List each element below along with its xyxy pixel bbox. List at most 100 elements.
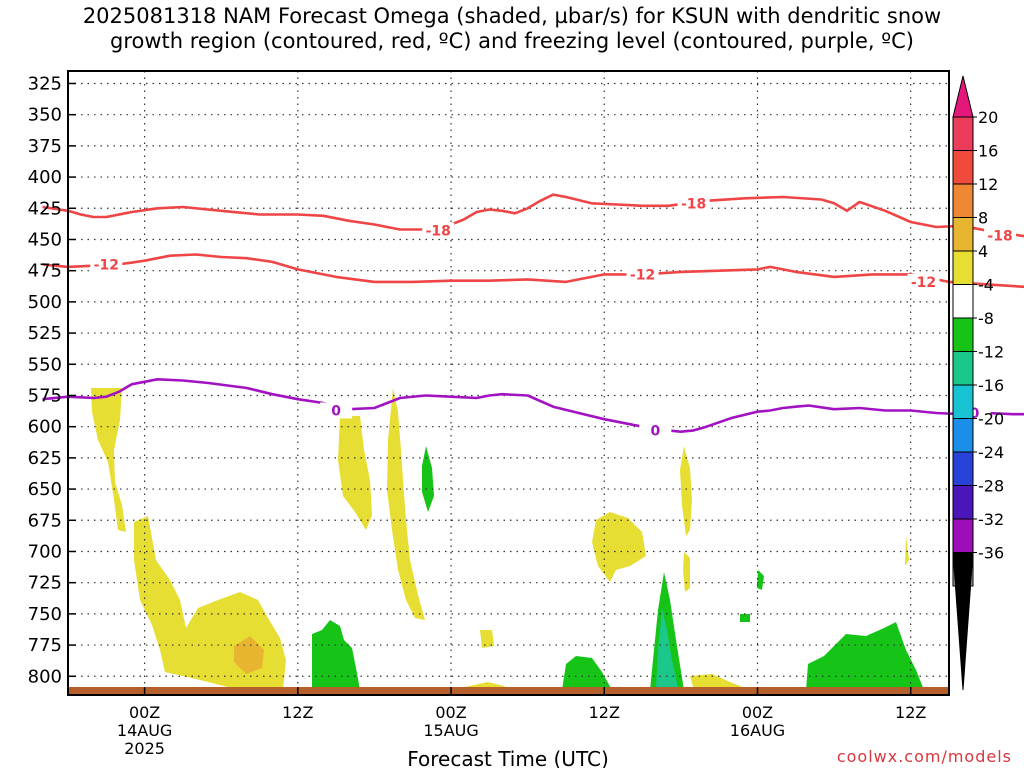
colorbar-label: -24: [978, 443, 1004, 462]
omega-region-yellow-1: [91, 388, 126, 532]
colorbar-label: -8: [978, 309, 994, 328]
y-tick-label: 600: [28, 417, 62, 438]
colorbar-swatch: [952, 418, 974, 453]
colorbar-swatch: [952, 317, 974, 352]
contour-label: -12: [94, 257, 119, 273]
contour-label-bg: [626, 266, 659, 283]
omega-region-teal-1: [656, 608, 678, 688]
omega-region-yellow-10: [690, 674, 750, 690]
y-tick-label: 575: [28, 385, 62, 406]
y-axis: 325 350 375 400 425 450 475 500 525 550 575 600 625 6…: [28, 73, 76, 687]
y-tick-label: 350: [28, 105, 62, 126]
y-tick-label: 775: [28, 635, 62, 656]
contour-label: 0: [650, 423, 660, 439]
contour-label-bg: [984, 227, 1017, 244]
x-axis: 00Z14AUG202512Z00Z15AUG12Z00Z16AUG12Z00Z…: [117, 687, 926, 758]
x-tick-year: 2025: [124, 739, 165, 758]
contour-label: -18: [987, 229, 1012, 245]
colorbar-label: -4: [978, 276, 994, 295]
colorbar-label: 4: [978, 242, 988, 261]
y-tick-label: 750: [28, 604, 62, 625]
contour-label: -12: [911, 275, 936, 291]
y-tick-label: 800: [28, 666, 62, 687]
colorbar-swatch: [952, 217, 974, 252]
omega-region-green-6: [740, 614, 750, 622]
colorbar-swatch: [952, 485, 974, 520]
chart-title: 2025081318 NAM Forecast Omega (shaded, µ…: [0, 4, 1024, 54]
colorbar-top-arrow: [952, 75, 974, 118]
contour-label: -12: [630, 267, 655, 283]
x-tick-label: 12Z: [589, 703, 620, 722]
y-tick-label: 400: [28, 167, 62, 188]
omega-shading: [91, 388, 924, 690]
y-tick-label: 700: [28, 541, 62, 562]
colorbar-swatch: [952, 351, 974, 386]
omega-region-green-2: [422, 446, 434, 512]
x-tick-label: 12Z: [282, 703, 313, 722]
grid-lines: [68, 71, 949, 695]
y-tick-label: 425: [28, 198, 62, 219]
contour-label: -18: [426, 224, 451, 240]
contour-label-bg: [320, 402, 353, 419]
contour-label: -18: [681, 196, 706, 212]
contour-line: [42, 378, 1024, 433]
contour-label-bg: [422, 222, 455, 239]
colorbar-label: 16: [978, 142, 998, 161]
colorbar-swatch: [952, 183, 974, 218]
x-tick-date: 14AUG: [117, 721, 172, 740]
y-tick-label: 450: [28, 229, 62, 250]
x-tick-date: 15AUG: [423, 721, 478, 740]
colorbar-label: 20: [978, 108, 998, 127]
colorbar-label: -36: [978, 544, 1004, 563]
credit-text: coolwx.com/models: [836, 747, 1012, 766]
y-tick-label: 500: [28, 292, 62, 313]
colorbar-label: -16: [978, 376, 1004, 395]
terrain-surface: [68, 687, 949, 695]
y-tick-label: 625: [28, 448, 62, 469]
y-tick-label: 725: [28, 573, 62, 594]
colorbar-swatch: [952, 518, 974, 553]
x-tick-date: 16AUG: [730, 721, 785, 740]
y-tick-label: 475: [28, 261, 62, 282]
x-tick-label: 00Z: [742, 703, 773, 722]
x-tick-label: 00Z: [435, 703, 466, 722]
y-tick-label: 375: [28, 136, 62, 157]
contour-label-bg: [90, 256, 123, 273]
omega-region-green-3: [562, 656, 612, 690]
colorbar-label: -32: [978, 510, 1004, 529]
y-tick-label: 525: [28, 323, 62, 344]
x-tick-label: 12Z: [895, 703, 926, 722]
omega-region-yellow-7: [683, 552, 690, 592]
omega-region-yellow-4: [387, 388, 425, 620]
omega-region-yellow-3: [338, 416, 372, 530]
colorbar-label: 12: [978, 175, 998, 194]
omega-region-green-1: [312, 620, 360, 690]
colorbar-swatch: [952, 116, 974, 151]
chart-title-line1: 2025081318 NAM Forecast Omega (shaded, µ…: [82, 4, 942, 28]
colorbar-label: -28: [978, 477, 1004, 496]
contour-label-bg: [639, 422, 672, 439]
colorbar-swatch: [952, 250, 974, 285]
contour-label-bg: [907, 273, 940, 290]
colorbar-bottom-arrow: [952, 552, 974, 691]
y-tick-label: 675: [28, 510, 62, 531]
y-tick-label: 325: [28, 73, 62, 94]
colorbar-label: -20: [978, 410, 1004, 429]
colorbar-swatch: [952, 451, 974, 486]
y-tick-label: 650: [28, 479, 62, 500]
contour-lines: -18 -18 -18 -12 -12 -12 0 0 0: [42, 193, 1024, 439]
omega-region-yellow-6: [680, 446, 692, 536]
plot-frame: [67, 70, 950, 696]
colorbar-label: 8: [978, 209, 988, 228]
colorbar-label: -12: [978, 343, 1004, 362]
omega-region-yellow-8: [480, 630, 494, 648]
contour-label: 0: [331, 403, 341, 419]
colorbar-swatch: [952, 284, 974, 319]
x-tick-label: 00Z: [129, 703, 160, 722]
x-axis-title: Forecast Time (UTC): [407, 747, 609, 768]
omega-region-green-5: [757, 570, 764, 590]
omega-region-yellow-5: [592, 512, 646, 582]
colorbar-swatch: [952, 384, 974, 419]
contour-label: 0: [970, 406, 980, 422]
